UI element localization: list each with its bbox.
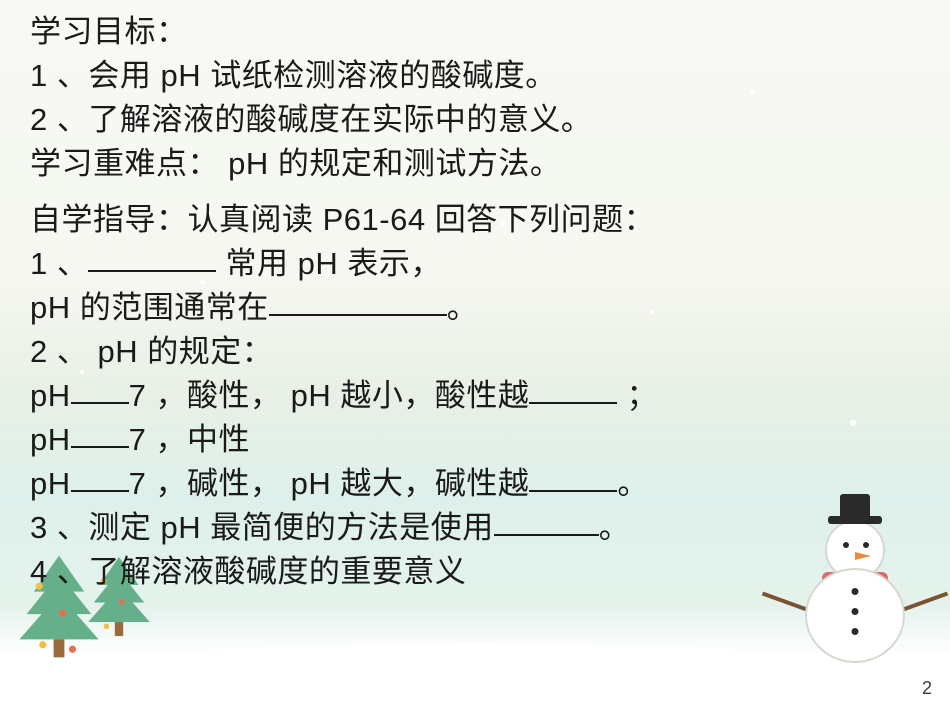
q3-text: 3 、测定 pH 最简便的方法是使用: [30, 510, 494, 545]
q2-neutral-text: 7 ，中性: [129, 422, 250, 457]
q2-neutral-line: pH 7 ，中性: [30, 418, 920, 462]
question-2-heading: 2 、 pH 的规定：: [30, 330, 920, 374]
blank: [71, 373, 129, 404]
question-4: 4 、了解溶液酸碱度的重要意义: [30, 550, 920, 594]
q2-ph-label: pH: [30, 422, 71, 457]
self-study-heading: 自学指导：认真阅读 P61-64 回答下列问题：: [30, 198, 920, 242]
q1-range-text: pH 的范围通常在: [30, 290, 269, 325]
q1-period: 。: [447, 290, 479, 325]
objective-2: 2 、了解溶液的酸碱度在实际中的意义。: [30, 98, 920, 142]
objectives-heading: 学习目标：: [30, 10, 920, 54]
slide-text-content: 学习目标： 1 、会用 pH 试纸检测溶液的酸碱度。 2 、了解溶液的酸碱度在实…: [0, 0, 950, 594]
q2-ph-label: pH: [30, 466, 71, 501]
blank: [88, 241, 216, 272]
blank: [269, 285, 447, 316]
q1-text: 常用 pH 表示，: [225, 246, 441, 281]
question-1-line2: pH 的范围通常在 。: [30, 286, 920, 330]
q2-base-text: 7 ，碱性， pH 越大，碱性越: [129, 466, 530, 501]
q2-acid-text: 7 ，酸性， pH 越小，酸性越: [129, 378, 530, 413]
question-1-line1: 1 、 常用 pH 表示，: [30, 242, 920, 286]
key-points: 学习重难点： pH 的规定和测试方法。: [30, 142, 920, 186]
q2-semicolon: ；: [626, 378, 658, 413]
q2-ph-label: pH: [30, 378, 71, 413]
page-number: 2: [922, 678, 932, 699]
q2-period: 。: [617, 466, 649, 501]
blank: [529, 461, 617, 492]
q2-acid-line: pH 7 ，酸性， pH 越小，酸性越 ；: [30, 374, 920, 418]
q3-period: 。: [599, 510, 631, 545]
blank: [529, 373, 617, 404]
objective-1: 1 、会用 pH 试纸检测溶液的酸碱度。: [30, 54, 920, 98]
blank: [494, 505, 599, 536]
blank: [71, 461, 129, 492]
question-3: 3 、测定 pH 最简便的方法是使用 。: [30, 506, 920, 550]
blank: [71, 417, 129, 448]
q1-prefix: 1 、: [30, 246, 88, 281]
q2-base-line: pH 7 ，碱性， pH 越大，碱性越 。: [30, 462, 920, 506]
